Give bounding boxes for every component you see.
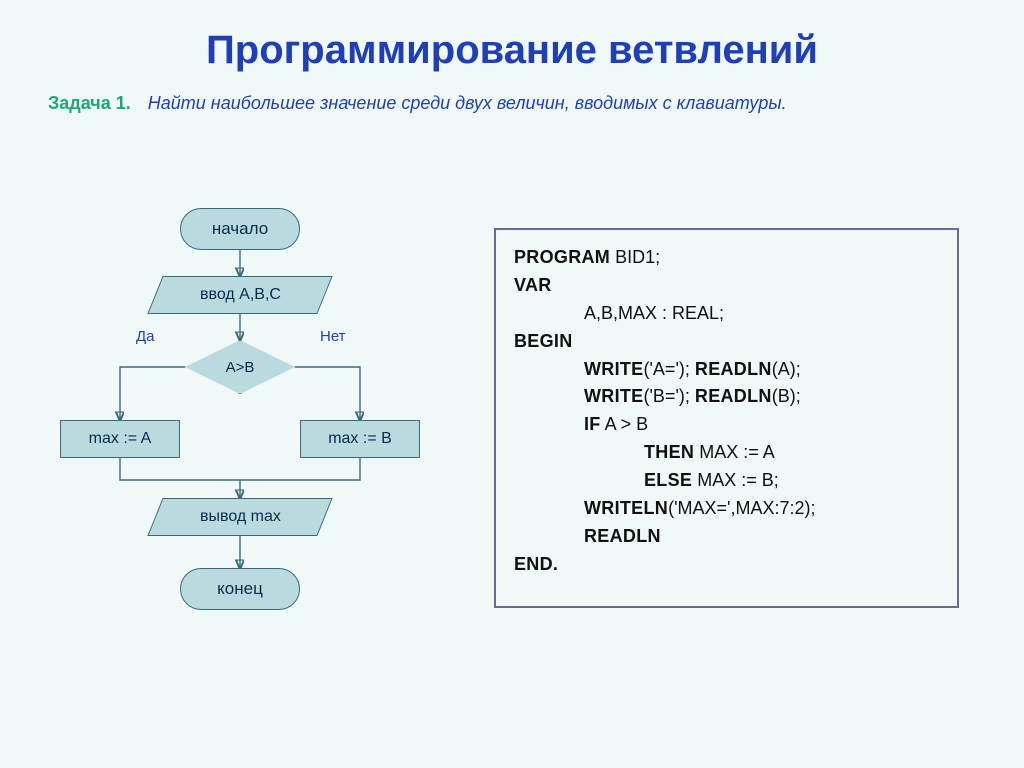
code-line: READLN — [514, 523, 939, 551]
code-text: ('B='); — [644, 386, 695, 406]
code-text: MAX := B; — [692, 470, 779, 490]
flow-condition-label: A>B — [185, 340, 295, 394]
flow-no-label: Нет — [320, 328, 346, 345]
code-line: VAR — [514, 272, 939, 300]
code-line: ELSE MAX := B; — [514, 467, 939, 495]
code-listing: PROGRAM BID1; VAR A,B,MAX : REAL; BEGIN WRIT… — [494, 228, 959, 608]
code-line: WRITE('A='); READLN(A); — [514, 356, 939, 384]
flow-end-terminator: конец — [180, 568, 300, 610]
code-keyword: WRITELN — [584, 498, 668, 518]
code-keyword: READLN — [695, 386, 772, 406]
flow-start-terminator: начало — [180, 208, 300, 250]
code-text: (B); — [772, 386, 801, 406]
flow-output-node: вывод max — [147, 498, 332, 536]
flow-left-process: max := A — [60, 420, 180, 458]
code-keyword: WRITE — [584, 386, 644, 406]
code-line: BEGIN — [514, 328, 939, 356]
code-keyword: IF — [584, 414, 601, 434]
code-text: A,B,MAX : REAL; — [584, 303, 724, 323]
code-keyword: THEN — [644, 442, 694, 462]
code-text: (A); — [772, 359, 801, 379]
code-keyword: END. — [514, 554, 558, 574]
code-keyword: PROGRAM — [514, 247, 610, 267]
code-keyword: ELSE — [644, 470, 692, 490]
flow-input-node: ввод A,B,C — [147, 276, 332, 314]
code-line: PROGRAM BID1; — [514, 244, 939, 272]
flow-input-label: ввод A,B,C — [200, 286, 281, 304]
code-text: BID1; — [610, 247, 660, 267]
code-line: WRITELN('MAX=',MAX:7:2); — [514, 495, 939, 523]
code-keyword: VAR — [514, 275, 552, 295]
code-text: A > B — [601, 414, 649, 434]
code-keyword: WRITE — [584, 359, 644, 379]
code-line: A,B,MAX : REAL; — [514, 300, 939, 328]
code-line: IF A > B — [514, 411, 939, 439]
flowchart: начало ввод A,B,C Да Нет A>B max := A ma… — [40, 200, 460, 660]
code-line: THEN MAX := A — [514, 439, 939, 467]
code-text: MAX := A — [694, 442, 775, 462]
code-line: END. — [514, 551, 939, 579]
flow-output-label: вывод max — [200, 508, 281, 526]
flow-condition-node: A>B — [185, 340, 295, 394]
code-keyword: READLN — [584, 526, 661, 546]
code-text: ('MAX=',MAX:7:2); — [668, 498, 815, 518]
task-row: Задача 1. Найти наибольшее значение сред… — [0, 73, 1024, 114]
task-description: Найти наибольшее значение среди двух вел… — [148, 93, 787, 113]
flow-yes-label: Да — [136, 328, 155, 345]
task-label: Задача 1. — [48, 93, 131, 113]
code-line: WRITE('B='); READLN(B); — [514, 383, 939, 411]
code-text: ('A='); — [644, 359, 695, 379]
code-keyword: READLN — [695, 359, 772, 379]
code-keyword: BEGIN — [514, 331, 573, 351]
page-title: Программирование ветвлений — [0, 0, 1024, 73]
flow-right-process: max := B — [300, 420, 420, 458]
